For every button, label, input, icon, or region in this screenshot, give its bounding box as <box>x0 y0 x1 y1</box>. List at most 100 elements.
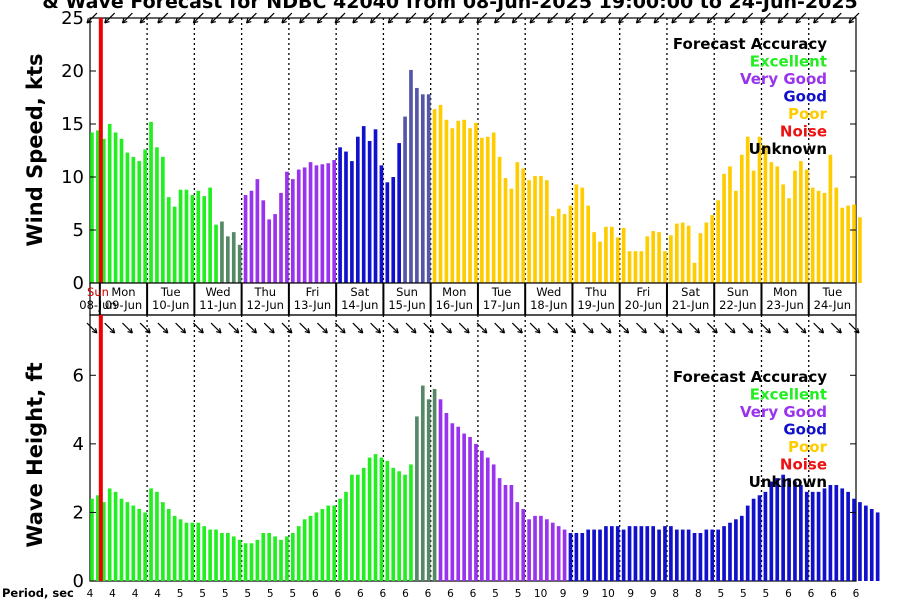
bar <box>651 526 656 581</box>
direction-arrow <box>299 12 311 24</box>
bar <box>290 179 295 283</box>
bar <box>415 416 419 581</box>
bar <box>669 235 673 283</box>
day-of-week: Sun <box>727 285 749 299</box>
direction-arrow-shaft <box>494 322 505 334</box>
bar <box>745 505 750 581</box>
bar <box>137 161 142 283</box>
bar <box>680 222 685 283</box>
bar <box>161 156 165 283</box>
bar <box>728 166 732 283</box>
direction-arrow-head <box>86 17 92 24</box>
direction-arrow-head <box>813 17 819 24</box>
bar <box>355 474 360 581</box>
direction-arrow-shaft <box>565 12 576 24</box>
direction-arrow <box>582 12 594 24</box>
day-date: 14-Jun <box>341 298 378 312</box>
direction-arrow-head <box>109 327 116 334</box>
direction-arrow <box>582 322 594 334</box>
bar <box>190 522 195 581</box>
bar <box>491 132 496 283</box>
day-date: 18-Jun <box>530 298 567 312</box>
period-value: 4 <box>132 588 139 600</box>
direction-arrow <box>334 322 346 334</box>
bar <box>391 177 396 283</box>
bar <box>220 221 224 283</box>
direction-arrow <box>777 322 789 334</box>
bar <box>166 509 171 581</box>
direction-arrow <box>299 322 311 334</box>
direction-arrow-head <box>635 17 642 24</box>
bar <box>698 233 703 283</box>
bar <box>444 119 449 283</box>
day-date: 22-Jun <box>719 298 756 312</box>
bar <box>196 522 201 581</box>
bar <box>190 195 195 283</box>
bar <box>296 526 301 581</box>
direction-arrow-shaft <box>104 12 116 24</box>
direction-arrow-shaft <box>795 322 807 334</box>
y-axis-label: Wind Speed, kts <box>23 53 47 246</box>
bar <box>137 509 142 581</box>
bar <box>184 522 189 581</box>
direction-arrow <box>830 12 842 24</box>
direction-arrow-shaft <box>476 12 488 24</box>
day-of-week: Sat <box>350 285 369 299</box>
legend-entry: Very Good <box>740 70 827 88</box>
day-of-week: Sun <box>87 285 109 299</box>
bar <box>101 502 106 581</box>
bar <box>869 509 874 581</box>
bar <box>267 219 272 283</box>
direction-arrow <box>706 322 718 334</box>
bar <box>556 526 561 581</box>
period-value: 6 <box>334 588 341 600</box>
direction-arrow <box>405 12 417 24</box>
direction-arrow <box>175 322 187 334</box>
direction-arrow-shaft <box>441 12 452 24</box>
bar <box>385 461 390 581</box>
bar <box>273 536 277 581</box>
direction-arrow-shaft <box>210 12 222 24</box>
direction-arrow-head <box>676 327 683 334</box>
direction-arrow-shaft <box>529 12 541 24</box>
direction-arrow-shaft <box>511 322 523 334</box>
bar <box>633 526 638 581</box>
day-date: 08-Jun <box>79 298 116 312</box>
bar <box>155 147 159 283</box>
direction-arrow <box>689 12 700 24</box>
direction-arrow-shaft <box>157 322 169 334</box>
bar <box>249 543 254 581</box>
y-tick-label: 0 <box>73 273 84 294</box>
day-date: 15-Jun <box>388 298 425 312</box>
direction-arrow-shaft <box>689 322 700 334</box>
period-value: 5 <box>717 588 724 600</box>
direction-arrow-head <box>139 17 146 24</box>
direction-arrow-head <box>605 327 612 334</box>
direction-arrow-head <box>428 327 435 334</box>
direction-arrow-head <box>765 327 771 334</box>
direction-arrow <box>192 322 204 334</box>
period-value: 5 <box>199 588 206 600</box>
period-value: 10 <box>534 588 547 600</box>
period-value: 8 <box>672 588 679 600</box>
day-of-week: Mon <box>111 285 135 299</box>
bar <box>214 529 218 581</box>
bar <box>739 154 744 283</box>
direction-arrow <box>334 12 346 24</box>
bar <box>237 244 242 283</box>
direction-arrow-shaft <box>316 322 328 334</box>
direction-arrow-head <box>529 17 536 24</box>
direction-arrow-shaft <box>299 12 311 24</box>
direction-arrow-head <box>263 17 270 24</box>
bar <box>113 491 118 581</box>
direction-arrow <box>281 12 293 24</box>
bar <box>420 385 425 581</box>
bar <box>799 485 803 581</box>
bar <box>379 165 384 283</box>
bar <box>320 509 325 581</box>
bar <box>468 437 472 581</box>
direction-arrow <box>458 322 470 334</box>
direction-arrow-head <box>653 17 660 24</box>
bar <box>580 533 585 581</box>
